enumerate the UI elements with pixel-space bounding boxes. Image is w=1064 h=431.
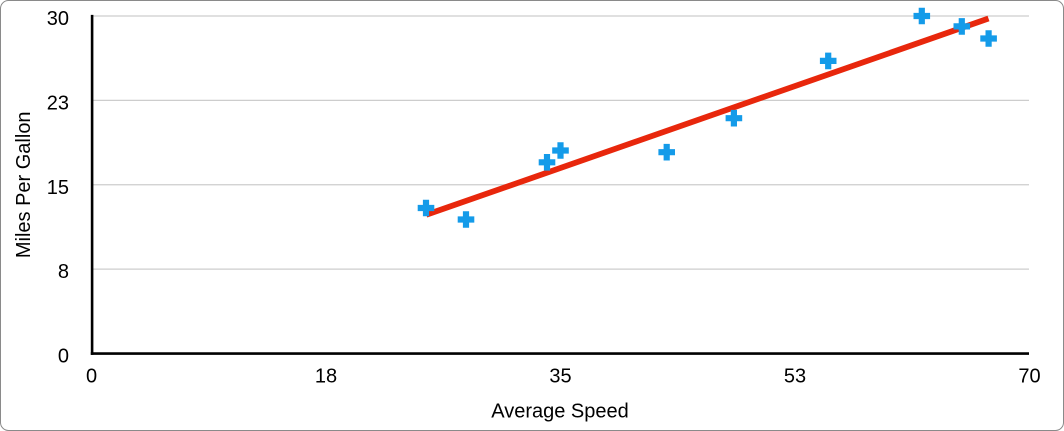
svg-text:30: 30 — [47, 8, 69, 30]
svg-text:35: 35 — [549, 366, 571, 388]
svg-text:53: 53 — [784, 366, 806, 388]
svg-text:8: 8 — [58, 261, 69, 283]
svg-text:15: 15 — [47, 177, 69, 199]
svg-text:70: 70 — [1018, 366, 1040, 388]
svg-text:Average Speed: Average Speed — [491, 400, 629, 422]
svg-text:23: 23 — [47, 92, 69, 114]
svg-text:18: 18 — [315, 366, 337, 388]
svg-text:Miles Per Gallon: Miles Per Gallon — [13, 111, 35, 258]
svg-text:0: 0 — [58, 346, 69, 368]
svg-text:0: 0 — [86, 366, 97, 388]
